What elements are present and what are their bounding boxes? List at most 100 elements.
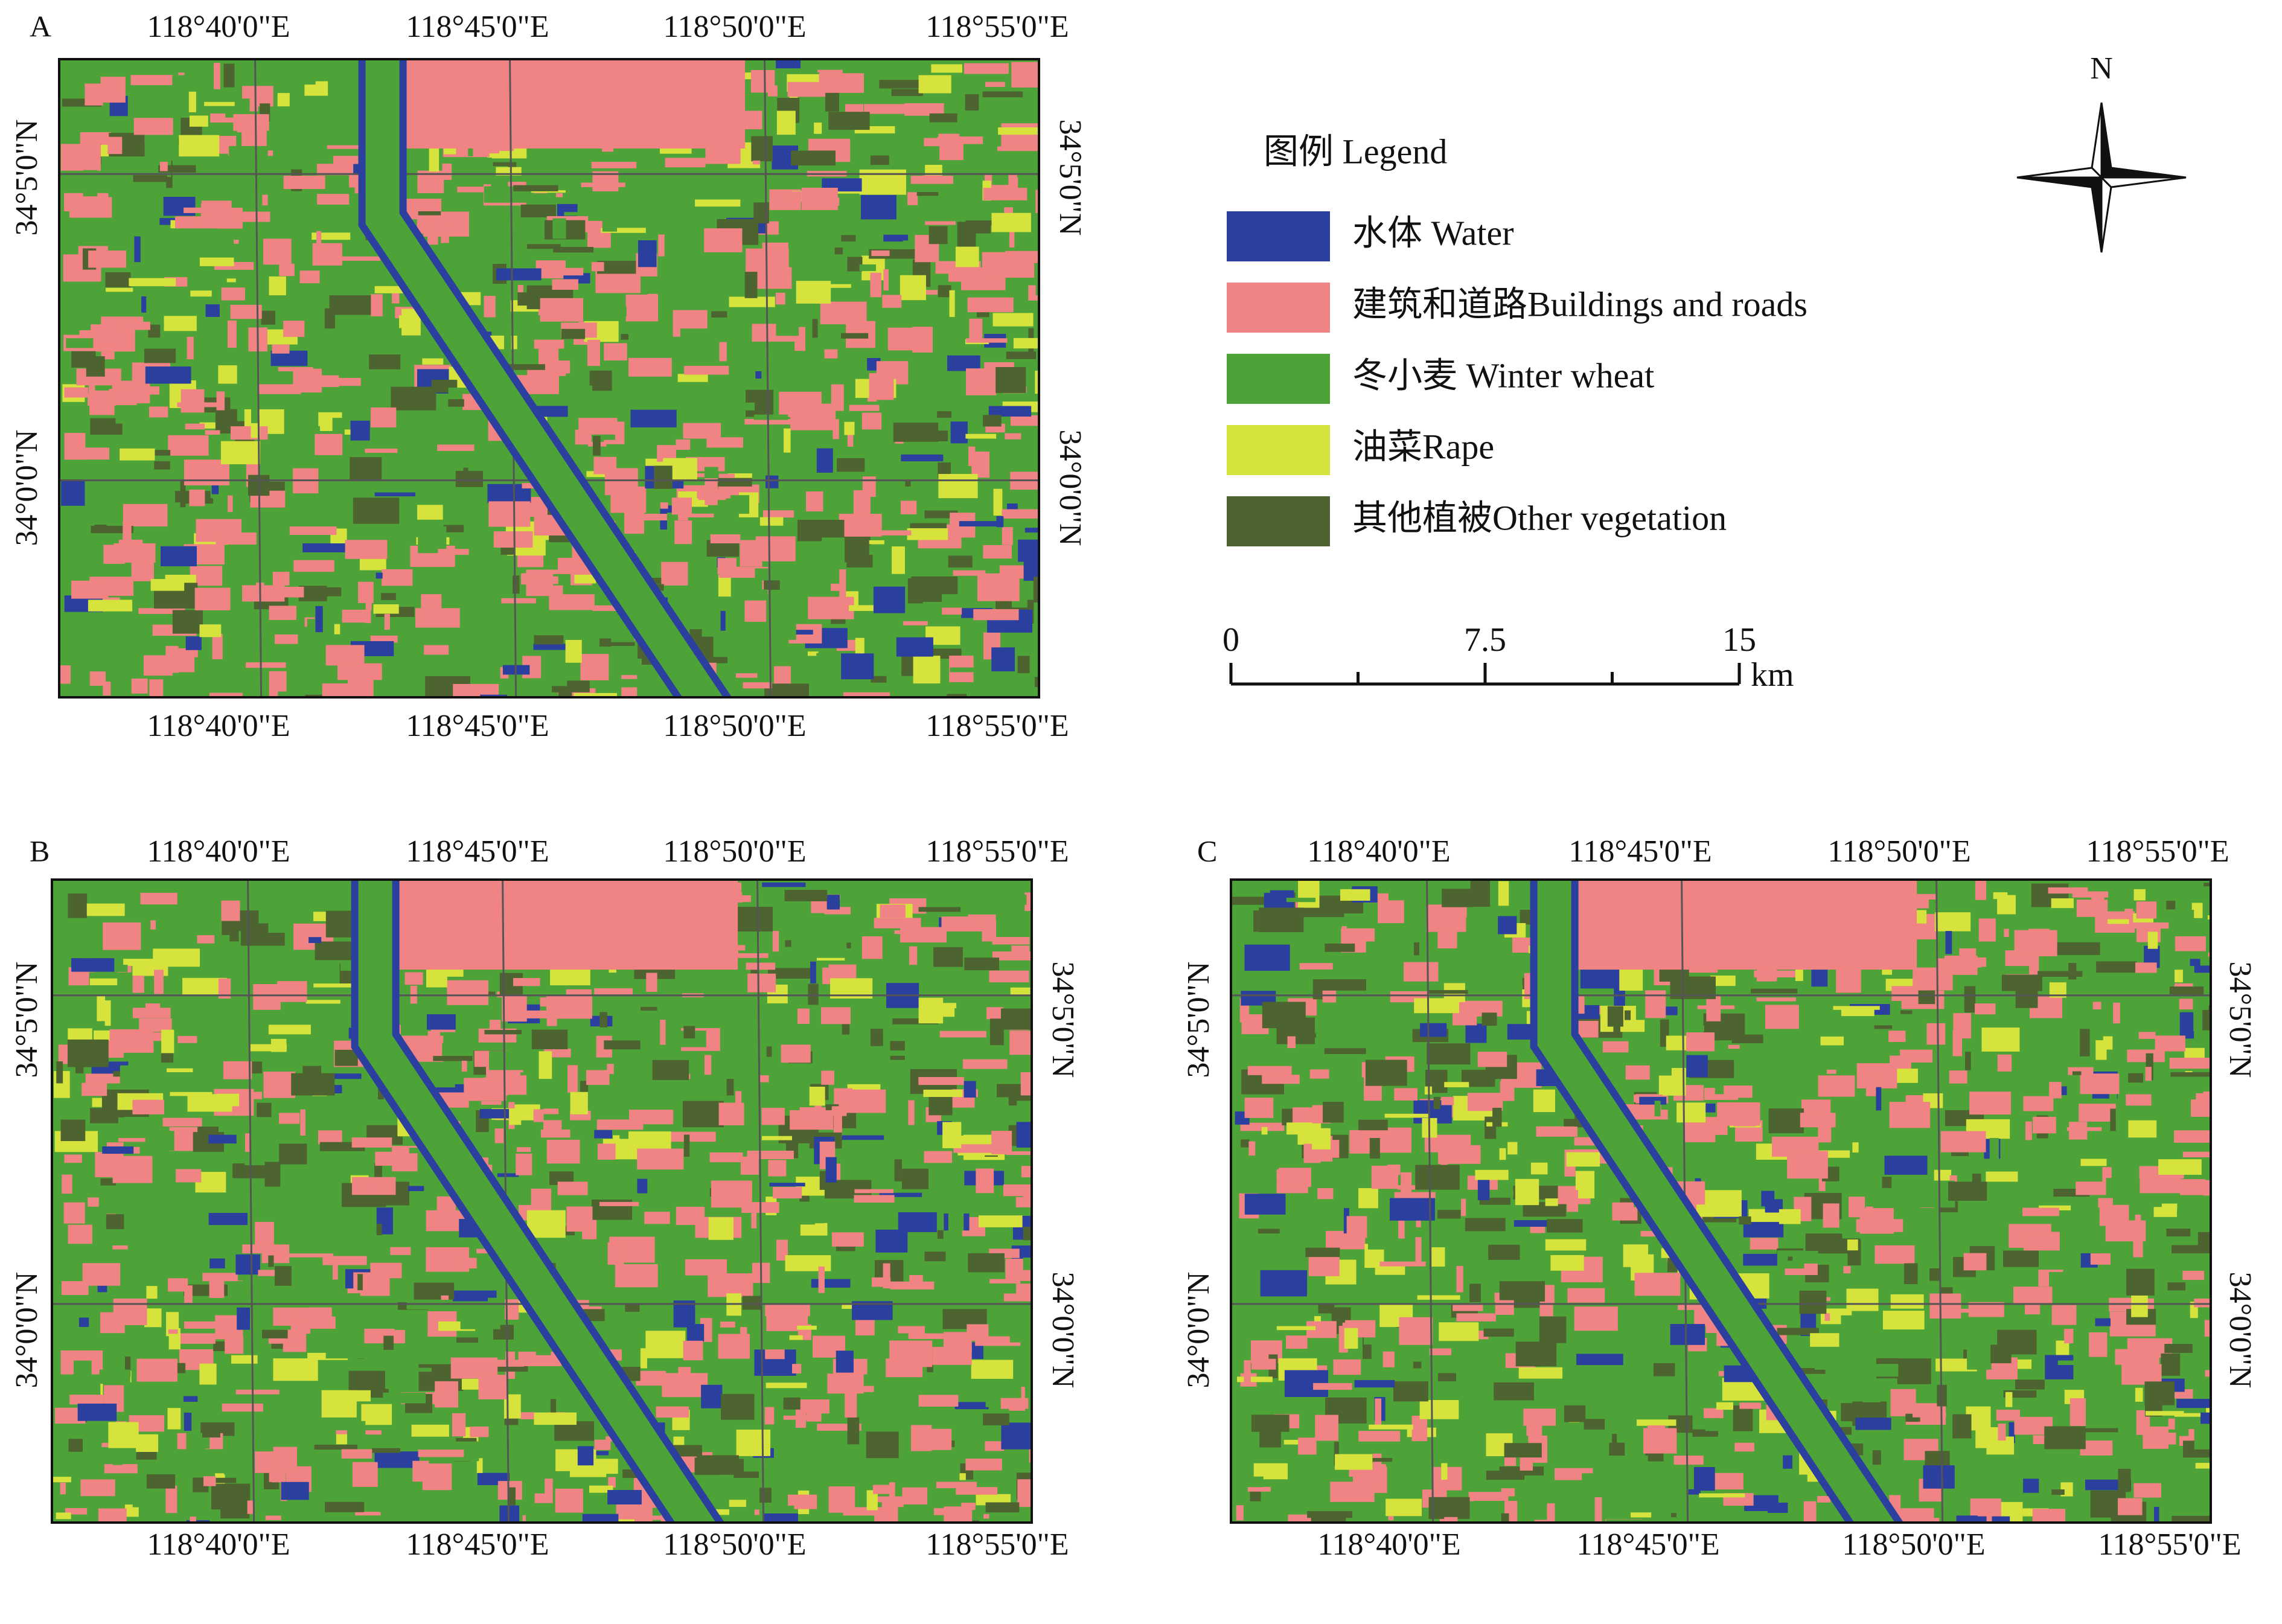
land-patch <box>874 918 921 929</box>
land-patch <box>142 1032 162 1041</box>
land-patch <box>172 610 203 634</box>
land-patch <box>768 1160 787 1177</box>
land-patch <box>762 882 806 887</box>
land-patch <box>315 433 343 455</box>
land-patch <box>1653 1363 1675 1376</box>
land-patch <box>816 448 833 473</box>
land-patch <box>533 1109 544 1122</box>
land-patch <box>806 491 823 512</box>
land-patch <box>188 91 196 112</box>
land-patch <box>1575 1171 1595 1199</box>
land-patch <box>272 344 290 354</box>
land-patch <box>788 1494 817 1509</box>
land-patch <box>1882 1311 1925 1330</box>
land-patch <box>1404 962 1439 982</box>
land-patch <box>1344 994 1382 1009</box>
land-patch <box>61 479 85 506</box>
land-patch <box>1574 1306 1618 1331</box>
land-patch <box>578 418 618 435</box>
land-patch <box>827 1373 864 1394</box>
land-patch <box>534 635 564 645</box>
land-patch <box>148 324 161 338</box>
land-patch <box>1285 1335 1308 1349</box>
land-patch <box>493 531 533 548</box>
land-patch <box>479 158 492 185</box>
land-patch <box>784 889 828 901</box>
land-patch <box>509 1108 522 1125</box>
land-patch <box>223 63 235 88</box>
land-patch <box>1975 880 1987 900</box>
land-patch <box>685 1259 727 1276</box>
land-patch <box>1865 1206 1873 1214</box>
land-patch <box>729 1500 746 1507</box>
land-patch <box>800 1223 828 1236</box>
land-patch <box>69 1395 104 1405</box>
land-patch <box>718 575 731 597</box>
land-patch <box>1413 942 1419 956</box>
land-patch <box>1530 1162 1548 1175</box>
land-patch <box>522 1515 528 1521</box>
land-patch <box>1573 1145 1617 1149</box>
land-patch <box>268 1337 302 1344</box>
land-patch <box>642 514 688 521</box>
land-patch <box>708 1273 753 1297</box>
land-patch <box>796 281 831 304</box>
land-patch <box>1805 1233 1843 1251</box>
land-patch <box>192 676 235 682</box>
land-patch <box>68 1224 92 1244</box>
longitude-label: 118°45'0"E <box>1568 834 1712 869</box>
land-patch <box>1333 1359 1361 1375</box>
land-patch <box>322 1256 367 1265</box>
land-patch <box>996 366 1026 393</box>
land-patch <box>604 1040 641 1050</box>
land-patch <box>101 1442 109 1448</box>
land-patch <box>205 430 220 435</box>
land-patch <box>1824 1313 1830 1321</box>
land-patch <box>1594 1497 1602 1523</box>
land-patch <box>1940 1131 1986 1152</box>
land-patch <box>2138 1032 2156 1039</box>
land-patch <box>1300 1033 1316 1038</box>
land-patch <box>973 609 1019 621</box>
land-patch <box>553 247 594 253</box>
land-patch <box>686 473 717 478</box>
land-patch <box>134 236 141 263</box>
land-patch <box>2115 1349 2159 1365</box>
land-patch <box>991 213 1031 232</box>
land-patch <box>334 624 340 635</box>
land-patch <box>698 488 726 500</box>
land-patch <box>1498 881 1509 906</box>
land-patch <box>251 398 260 423</box>
land-patch <box>592 436 601 456</box>
land-patch <box>1765 1005 1799 1029</box>
land-patch <box>1420 1023 1447 1037</box>
land-patch <box>212 633 223 660</box>
latitude-label: 34°5'0"N <box>10 120 44 236</box>
land-patch <box>1713 1472 1743 1490</box>
land-patch <box>453 683 499 697</box>
land-patch <box>1788 1256 1793 1261</box>
land-patch <box>1612 1202 1638 1221</box>
land-patch <box>531 1029 568 1049</box>
land-patch <box>1733 1104 1756 1127</box>
land-patch <box>871 136 889 143</box>
land-patch <box>925 221 956 225</box>
land-patch <box>2098 1198 2113 1208</box>
land-patch <box>936 1482 977 1489</box>
land-patch <box>601 228 646 233</box>
land-patch <box>1393 1381 1428 1402</box>
land-patch <box>2024 1232 2060 1251</box>
land-patch <box>1035 190 1039 213</box>
land-patch <box>618 237 649 244</box>
land-patch <box>190 1517 196 1523</box>
land-patch <box>426 967 447 988</box>
land-patch <box>374 286 417 293</box>
land-patch <box>637 1148 684 1170</box>
land-patch <box>708 1217 734 1240</box>
land-patch <box>561 328 586 339</box>
land-patch <box>534 339 564 349</box>
land-patch <box>140 892 177 905</box>
land-patch <box>1875 1245 1915 1264</box>
latitude-label: 34°0'0"N <box>1053 430 1087 546</box>
land-patch <box>1029 1075 1032 1093</box>
